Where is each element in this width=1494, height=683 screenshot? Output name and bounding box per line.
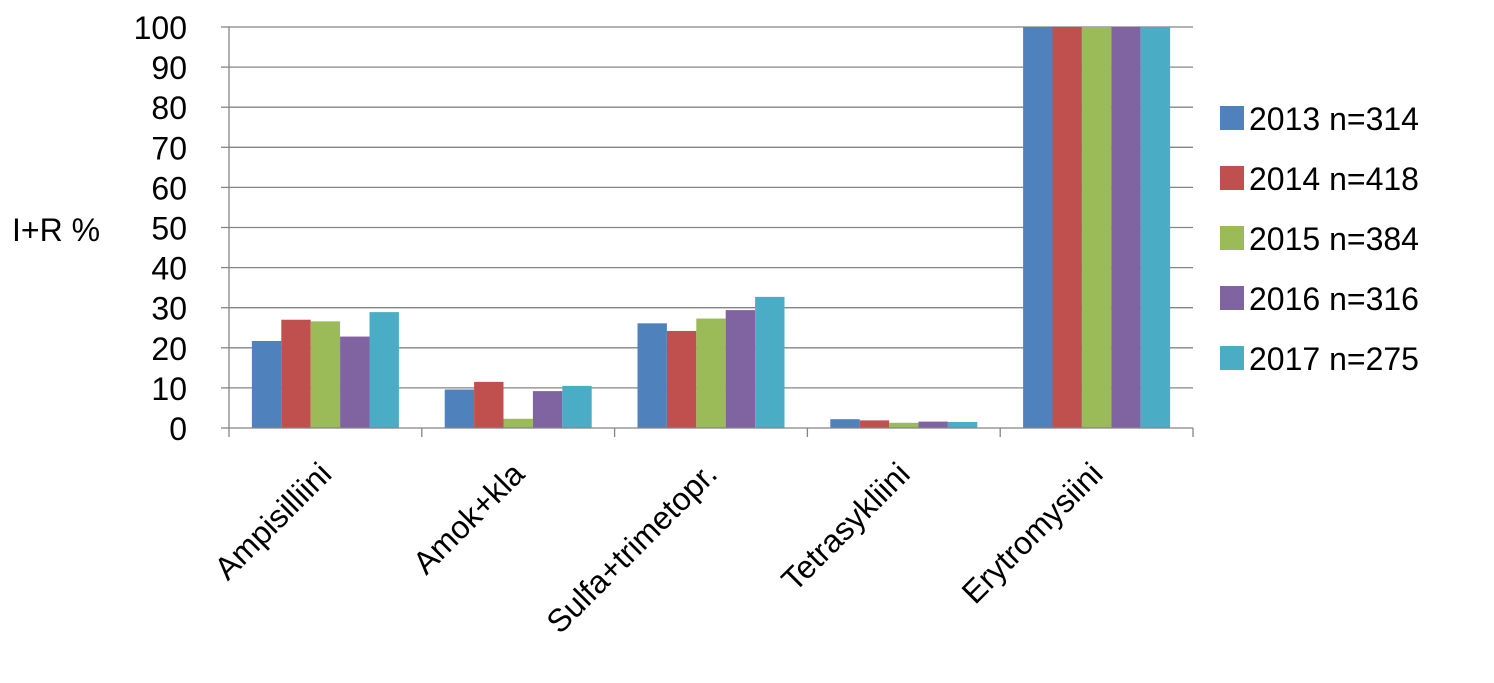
bar — [281, 319, 311, 428]
bar — [947, 421, 978, 428]
x-tick-label: Amok+kla — [406, 455, 532, 581]
legend-label: 2014 n=418 — [1249, 161, 1419, 197]
legend-swatch — [1220, 226, 1244, 250]
y-tick-label: 90 — [151, 50, 187, 86]
bar — [1023, 27, 1053, 428]
x-tick-label: Erytromysiini — [955, 455, 1110, 610]
bar — [310, 321, 341, 428]
legend-label: 2016 n=316 — [1249, 281, 1419, 317]
y-tick-label: 80 — [151, 90, 187, 126]
bar — [474, 381, 504, 428]
x-tick-labels: Ampisilliini Amok+kla Sulfa+trimetopr. Tetr… — [207, 455, 1109, 640]
bar — [666, 330, 697, 428]
y-tick-labels: 0 10 20 30 40 50 60 70 80 90 100 — [134, 10, 187, 447]
bar — [503, 418, 533, 428]
legend-swatch — [1220, 286, 1244, 310]
bar — [830, 419, 860, 428]
legend-label: 2017 n=275 — [1249, 341, 1419, 377]
y-axis-title: I+R % — [12, 212, 100, 248]
y-tick-label: 50 — [151, 211, 187, 247]
bar — [696, 318, 726, 428]
y-tick-label: 40 — [151, 251, 187, 287]
legend-label: 2013 n=314 — [1249, 101, 1419, 137]
bar — [1140, 27, 1171, 428]
x-tick-label: Tetrasykliini — [774, 455, 916, 597]
bar — [637, 323, 667, 428]
y-tick-label: 60 — [151, 170, 187, 206]
x-tick-label: Ampisilliini — [207, 455, 338, 586]
y-tick-label: 70 — [151, 130, 187, 166]
bar — [369, 312, 399, 428]
bar — [725, 310, 756, 428]
legend: 2013 n=314 2014 n=418 2015 n=384 2016 n=316… — [1220, 101, 1419, 377]
axes — [228, 27, 1194, 437]
legend-swatch — [1220, 346, 1244, 370]
bar — [755, 296, 785, 428]
bars — [251, 27, 1171, 428]
legend-label: 2015 n=384 — [1249, 221, 1419, 257]
bar — [859, 420, 890, 428]
bar — [889, 422, 919, 428]
x-tick-label: Sulfa+trimetopr. — [539, 455, 724, 640]
bar — [340, 336, 370, 428]
y-tick-label: 0 — [169, 411, 187, 447]
bar — [532, 391, 563, 428]
bar — [444, 389, 475, 428]
bar — [1111, 27, 1141, 428]
bar — [251, 340, 282, 428]
bar — [918, 421, 948, 428]
y-tick-label: 20 — [151, 331, 187, 367]
y-tick-label: 100 — [134, 10, 187, 46]
bar — [562, 385, 592, 428]
bar — [1081, 27, 1112, 428]
y-tick-label: 30 — [151, 291, 187, 327]
bar — [1052, 27, 1082, 428]
legend-swatch — [1220, 166, 1244, 190]
legend-swatch — [1220, 106, 1244, 130]
y-tick-label: 10 — [151, 371, 187, 407]
